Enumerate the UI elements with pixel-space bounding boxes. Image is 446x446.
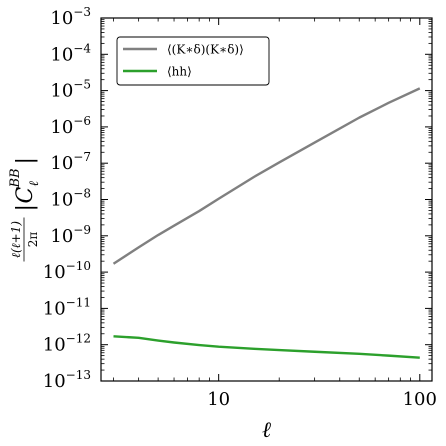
y-tick-exponent: −3 xyxy=(73,5,91,19)
y-tick-exponent: −8 xyxy=(73,187,91,201)
y-label-symbol: C xyxy=(13,187,38,204)
y-tick-label: 10−13 xyxy=(43,368,91,392)
y-tick-base: 10 xyxy=(43,371,66,392)
y-tick-label: 10−9 xyxy=(50,223,91,247)
y-tick-exponent: −10 xyxy=(66,259,91,273)
y-tick-label: 10−12 xyxy=(43,332,91,356)
y-tick-label: 10−3 xyxy=(50,5,91,29)
y-label-numerator: ℓ(ℓ+1) xyxy=(9,221,23,258)
series-line-0 xyxy=(112,87,421,265)
y-tick-exponent: −13 xyxy=(66,368,91,382)
x-tick-label: 10 xyxy=(207,389,230,410)
y-tick-exponent: −9 xyxy=(73,223,91,237)
y-tick-base: 10 xyxy=(50,190,73,211)
y-tick-exponent: −4 xyxy=(73,41,91,55)
y-tick-label: 10−5 xyxy=(50,78,91,102)
y-tick-base: 10 xyxy=(43,298,66,319)
y-label-subscript: ℓ xyxy=(27,181,42,187)
y-label-abs-bar: | xyxy=(13,157,38,164)
x-axis-label: ℓ xyxy=(262,418,272,443)
y-tick-base: 10 xyxy=(50,44,73,65)
series-layer xyxy=(112,87,421,359)
x-axis: 10 100 xyxy=(113,18,437,410)
y-tick-label: 10−11 xyxy=(43,295,91,319)
y-tick-base: 10 xyxy=(50,226,73,247)
legend: ⟨(K∗δ)(K∗δ)⟩ ⟨hh⟩ xyxy=(116,36,270,86)
y-axis-label: ℓ(ℓ+1) 2π|CBB ℓ| xyxy=(8,157,42,262)
y-axis: 10−310−410−510−610−710−810−910−1010−1110… xyxy=(43,5,432,392)
y-label-superscript: BB xyxy=(8,168,23,188)
y-tick-exponent: −12 xyxy=(66,332,91,346)
y-tick-label: 10−8 xyxy=(50,187,91,211)
y-tick-exponent: −5 xyxy=(73,78,91,92)
y-tick-label: 10−6 xyxy=(50,114,91,138)
legend-label: ⟨(K∗δ)(K∗δ)⟩ xyxy=(167,43,244,57)
y-tick-exponent: −7 xyxy=(73,150,91,164)
y-tick-base: 10 xyxy=(50,8,73,29)
y-tick-base: 10 xyxy=(43,262,66,283)
y-tick-exponent: −6 xyxy=(73,114,91,128)
y-tick-exponent: −11 xyxy=(66,295,91,309)
y-tick-base: 10 xyxy=(50,153,73,174)
y-tick-base: 10 xyxy=(50,117,73,138)
y-label-denominator: 2π xyxy=(26,232,40,248)
y-tick-label: 10−10 xyxy=(43,259,91,283)
x-tick-label: 100 xyxy=(403,389,437,410)
series-line-1 xyxy=(113,335,420,359)
legend-label: ⟨hh⟩ xyxy=(167,65,192,79)
y-tick-base: 10 xyxy=(50,81,73,102)
y-tick-base: 10 xyxy=(43,335,66,356)
y-tick-label: 10−4 xyxy=(50,41,91,65)
y-tick-label: 10−7 xyxy=(50,150,91,174)
y-label-abs-bar: | xyxy=(13,204,38,211)
